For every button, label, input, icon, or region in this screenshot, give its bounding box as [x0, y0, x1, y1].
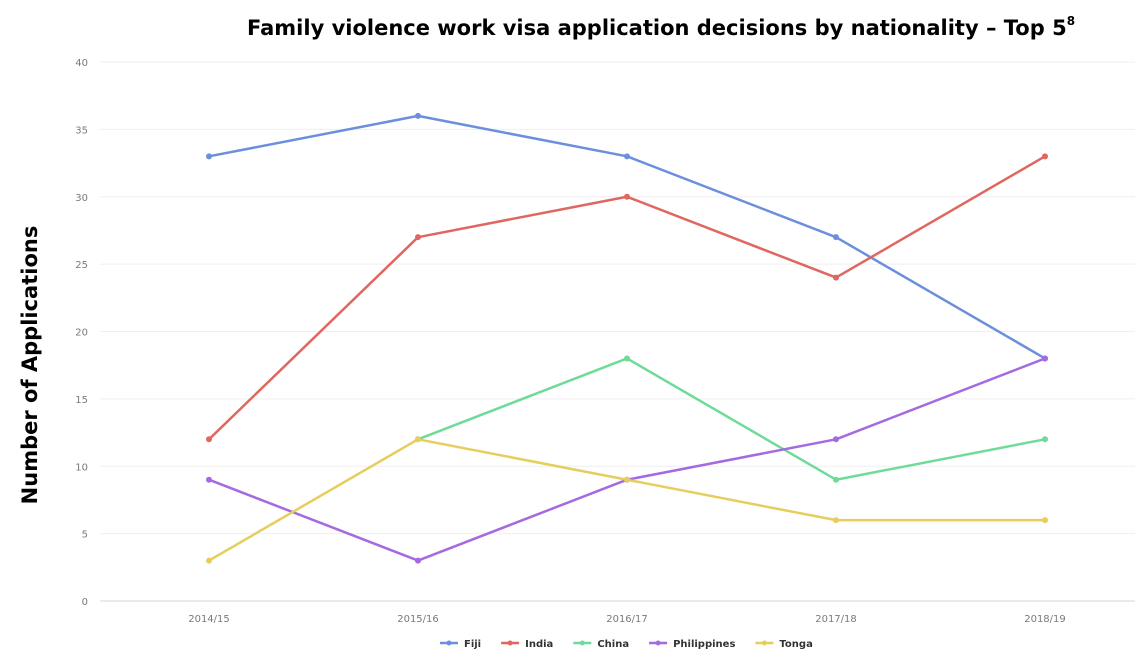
series-line-philippines: [207, 357, 1047, 562]
legend-label-china: China: [597, 639, 629, 650]
data-point-india: [624, 193, 630, 200]
data-point-philippines: [1042, 355, 1048, 362]
y-tick-label: 0: [82, 597, 88, 608]
y-tick-label: 15: [75, 395, 88, 406]
title-footnote: 8: [1066, 14, 1076, 28]
data-point-tonga: [206, 557, 212, 564]
data-point-philippines: [415, 557, 421, 564]
y-tick-label: 10: [75, 462, 88, 473]
data-point-tonga: [624, 476, 630, 483]
data-point-tonga: [833, 517, 839, 524]
y-tick-label: 40: [75, 58, 88, 69]
data-point-philippines: [833, 436, 839, 443]
series-line-fiji: [207, 114, 1047, 360]
y-tick-label: 35: [75, 125, 88, 136]
y-tick-label: 30: [75, 193, 88, 204]
data-point-india: [833, 274, 839, 281]
y-tick-label: 5: [82, 530, 88, 541]
x-tick-label: 2016/17: [606, 614, 648, 625]
data-point-philippines: [206, 476, 212, 483]
data-point-fiji: [415, 112, 421, 119]
legend-marker-china: [579, 640, 585, 646]
y-tick-label: 25: [75, 260, 88, 271]
legend-marker-india: [507, 640, 513, 646]
data-point-fiji: [206, 153, 212, 160]
data-point-tonga: [415, 436, 421, 443]
legend-marker-philippines: [655, 640, 661, 646]
series-line-tonga: [207, 438, 1047, 562]
legend-label-tonga: Tonga: [779, 639, 812, 650]
x-tick-label: 2017/18: [815, 614, 857, 625]
data-point-fiji: [624, 153, 630, 160]
data-point-china: [624, 355, 630, 362]
legend-label-fiji: Fiji: [464, 639, 481, 650]
legend-marker-tonga: [761, 640, 767, 646]
legend-label-india: India: [525, 639, 553, 650]
x-tick-label: 2014/15: [188, 614, 230, 625]
data-point-tonga: [1042, 517, 1048, 524]
legend-label-philippines: Philippines: [673, 639, 735, 650]
x-tick-label: 2018/19: [1024, 614, 1066, 625]
y-tick-label: 20: [75, 328, 88, 339]
data-point-china: [833, 476, 839, 483]
series-line-china: [416, 357, 1047, 481]
x-tick-label: 2015/16: [397, 614, 439, 625]
legend-marker-fiji: [446, 640, 452, 646]
data-point-india: [415, 234, 421, 241]
data-point-china: [1042, 436, 1048, 443]
data-point-india: [206, 436, 212, 443]
data-point-india: [1042, 153, 1048, 160]
data-point-fiji: [833, 234, 839, 241]
chart-title: Family violence work visa application de…: [247, 14, 1076, 40]
